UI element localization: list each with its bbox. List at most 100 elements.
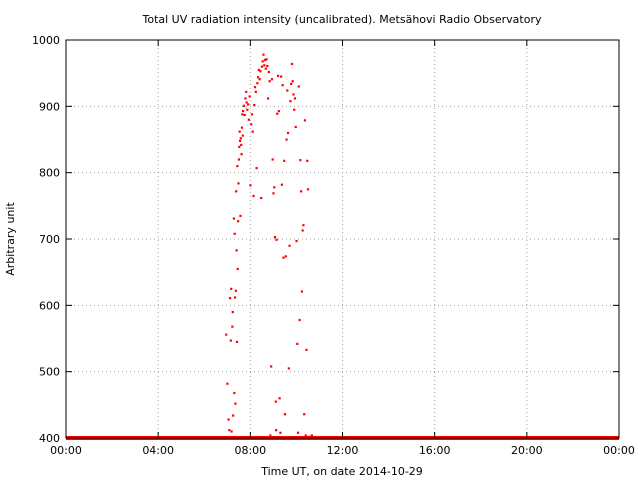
data-point bbox=[227, 418, 230, 421]
data-point bbox=[249, 184, 252, 187]
data-point bbox=[277, 109, 280, 113]
data-point bbox=[257, 76, 260, 79]
data-point bbox=[264, 67, 267, 70]
data-point bbox=[272, 192, 275, 195]
data-point bbox=[238, 130, 241, 133]
data-point bbox=[253, 104, 256, 107]
data-point bbox=[247, 118, 250, 121]
grid-lines bbox=[66, 40, 619, 438]
data-point bbox=[274, 400, 277, 403]
data-point bbox=[233, 391, 236, 395]
data-point bbox=[230, 430, 233, 433]
data-point bbox=[257, 68, 260, 72]
data-point bbox=[269, 434, 272, 437]
data-point bbox=[239, 214, 242, 217]
data-point bbox=[300, 190, 303, 193]
data-point bbox=[234, 402, 237, 405]
data-point bbox=[244, 97, 247, 100]
data-point bbox=[275, 238, 278, 241]
y-tick-label: 400 bbox=[39, 432, 60, 445]
x-tick-label: 16:00 bbox=[419, 444, 451, 457]
data-point bbox=[263, 58, 267, 62]
data-point bbox=[239, 137, 242, 140]
data-point bbox=[285, 138, 288, 141]
data-point bbox=[268, 80, 271, 83]
y-tick-label: 700 bbox=[39, 233, 60, 246]
data-point bbox=[246, 108, 249, 111]
data-point bbox=[286, 131, 290, 135]
data-point bbox=[303, 119, 307, 122]
data-point bbox=[242, 104, 246, 107]
data-point bbox=[270, 365, 273, 368]
data-point bbox=[250, 123, 253, 126]
data-point bbox=[263, 64, 266, 67]
data-point bbox=[280, 75, 283, 78]
data-point bbox=[305, 348, 308, 351]
data-point bbox=[294, 125, 297, 129]
data-point bbox=[296, 342, 299, 346]
data-point bbox=[289, 100, 292, 103]
data-point bbox=[266, 97, 270, 100]
y-tick-label: 900 bbox=[39, 100, 60, 113]
data-point bbox=[253, 86, 257, 89]
data-point bbox=[229, 339, 232, 342]
x-axis-label: Time UT, on date 2014-10-29 bbox=[260, 465, 423, 478]
data-point bbox=[282, 256, 285, 259]
data-point bbox=[286, 89, 289, 92]
y-axis-label: Arbitrary unit bbox=[4, 202, 17, 276]
data-point bbox=[275, 429, 278, 432]
data-point bbox=[260, 196, 263, 200]
data-point bbox=[232, 414, 235, 417]
data-point bbox=[298, 318, 301, 322]
data-point bbox=[238, 139, 242, 143]
x-tick-labels: 00:00 04:00 08:00 12:00 16:00 20:00 00:00 bbox=[50, 444, 635, 457]
data-point bbox=[236, 165, 239, 168]
data-point bbox=[228, 297, 232, 300]
x-tick-label: 12:00 bbox=[327, 444, 359, 457]
data-point bbox=[290, 62, 294, 66]
data-point bbox=[306, 188, 310, 191]
y-tick-label: 600 bbox=[39, 299, 60, 312]
data-point bbox=[231, 325, 234, 328]
data-point bbox=[252, 194, 255, 198]
data-point bbox=[279, 431, 282, 434]
data-point bbox=[231, 310, 234, 314]
data-point bbox=[240, 126, 244, 129]
x-tick-label: 00:00 bbox=[50, 444, 82, 457]
data-point bbox=[248, 95, 251, 98]
x-tick-label: 20:00 bbox=[511, 444, 543, 457]
data-point bbox=[262, 53, 265, 56]
x-tick-label: 08:00 bbox=[234, 444, 266, 457]
data-point bbox=[237, 220, 240, 223]
data-point bbox=[267, 70, 270, 74]
data-point bbox=[255, 167, 258, 170]
data-point bbox=[241, 113, 244, 116]
data-point bbox=[243, 113, 246, 117]
data-point bbox=[288, 244, 291, 247]
data-point bbox=[254, 90, 257, 93]
data-point bbox=[265, 58, 268, 61]
data-point bbox=[233, 232, 236, 235]
data-point bbox=[234, 289, 237, 292]
y-tick-label: 1000 bbox=[32, 34, 60, 47]
data-point bbox=[301, 229, 304, 232]
data-point bbox=[256, 82, 259, 85]
data-point bbox=[245, 90, 248, 93]
data-point bbox=[228, 429, 231, 432]
data-point bbox=[303, 413, 306, 416]
data-point bbox=[258, 78, 261, 81]
data-point bbox=[237, 158, 241, 161]
plot-points bbox=[66, 53, 619, 440]
data-point bbox=[251, 130, 254, 133]
data-point bbox=[226, 382, 229, 385]
data-point bbox=[293, 97, 297, 100]
data-point bbox=[242, 109, 245, 113]
data-point bbox=[266, 64, 269, 68]
data-point bbox=[297, 85, 300, 88]
data-point bbox=[235, 190, 238, 193]
axis-ticks bbox=[65, 39, 620, 439]
data-point bbox=[300, 290, 303, 293]
data-point bbox=[302, 224, 305, 227]
data-point bbox=[287, 367, 290, 370]
